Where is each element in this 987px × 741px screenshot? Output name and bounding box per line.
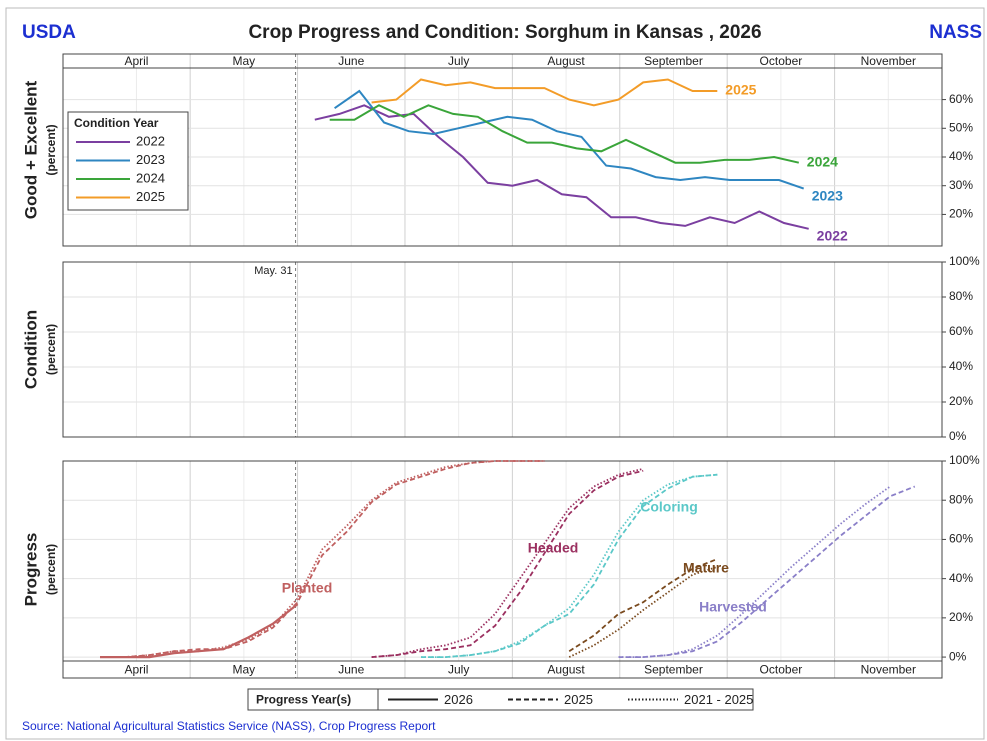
y-tick-label: 60% <box>949 324 973 338</box>
month-label: November <box>861 663 916 677</box>
y-tick-label: 50% <box>949 120 973 134</box>
month-label: May <box>233 663 256 677</box>
month-label: April <box>124 663 148 677</box>
series-end-label: 2022 <box>817 227 848 243</box>
progress-line <box>371 469 644 658</box>
crop-label: Coloring <box>640 499 698 515</box>
legend-label: 2023 <box>136 152 165 167</box>
progress-line <box>568 566 718 658</box>
source: Source: National Agricultural Statistics… <box>22 719 436 733</box>
y-tick-label: 0% <box>949 429 967 443</box>
month-label: July <box>448 663 469 677</box>
month-label: November <box>861 54 916 68</box>
condition-line <box>334 89 805 190</box>
y-tick-label: 20% <box>949 610 973 624</box>
y-axis-label: Progress <box>21 533 40 607</box>
series-end-label: 2023 <box>812 187 843 203</box>
progress-line <box>421 473 718 658</box>
series-end-label: 2024 <box>807 153 838 169</box>
condition-line <box>314 104 809 230</box>
y-tick-label: 40% <box>949 149 973 163</box>
y-tick-label: 40% <box>949 359 973 373</box>
legend-title: Progress Year(s) <box>256 693 351 707</box>
panel-border <box>62 261 943 438</box>
month-label: October <box>760 54 803 68</box>
y-axis-sublabel: (percent) <box>44 324 58 375</box>
y-tick-label: 80% <box>949 492 973 506</box>
month-label: August <box>547 663 585 677</box>
month-label: October <box>760 663 803 677</box>
y-tick-label: 20% <box>949 394 973 408</box>
month-label: June <box>338 663 364 677</box>
y-tick-label: 40% <box>949 571 973 585</box>
y-tick-label: 100% <box>949 254 980 268</box>
y-tick-label: 60% <box>949 92 973 106</box>
crop-label: Mature <box>683 560 729 576</box>
month-label: May <box>233 54 256 68</box>
legend-label: 2022 <box>136 133 165 148</box>
condition-line <box>371 78 718 107</box>
agency-right: NASS <box>929 22 982 43</box>
progress-line <box>100 460 545 658</box>
y-axis-sublabel: (percent) <box>44 544 58 595</box>
progress-line <box>568 558 718 652</box>
agency-left: USDA <box>22 22 76 43</box>
legend-label: 2021 - 2025 <box>684 692 753 707</box>
panel-border <box>62 460 943 679</box>
y-axis-label: Good + Excellent <box>21 80 40 219</box>
date-marker-label: May. 31 <box>254 265 292 277</box>
progress-line <box>371 467 644 658</box>
crop-label: Harvested <box>699 599 767 615</box>
legend-label: 2026 <box>444 692 473 707</box>
legend-label: 2024 <box>136 170 165 185</box>
y-tick-label: 0% <box>949 649 967 663</box>
crop-label: Headed <box>528 540 579 556</box>
y-tick-label: 30% <box>949 178 973 192</box>
legend-box <box>247 688 754 711</box>
y-axis-label: Condition <box>21 310 40 389</box>
legend-title: Condition Year <box>74 116 159 130</box>
legend-label: 2025 <box>564 692 593 707</box>
month-label: September <box>644 54 703 68</box>
y-tick-label: 20% <box>949 207 973 221</box>
y-tick-label: 100% <box>949 453 980 467</box>
y-axis-sublabel: (percent) <box>44 124 58 175</box>
legend-label: 2025 <box>136 189 165 204</box>
y-tick-label: 80% <box>949 289 973 303</box>
panel-border <box>62 53 943 247</box>
panel <box>63 54 942 246</box>
panel <box>63 262 942 437</box>
panel <box>63 461 942 678</box>
condition-line <box>329 104 800 164</box>
month-label: July <box>448 54 469 68</box>
month-label: April <box>124 54 148 68</box>
y-tick-label: 60% <box>949 532 973 546</box>
month-label: September <box>644 663 703 677</box>
crop-label: Planted <box>282 580 333 596</box>
series-end-label: 2025 <box>725 82 756 98</box>
month-label: June <box>338 54 364 68</box>
chart-title: Crop Progress and Condition: Sorghum in … <box>248 22 761 43</box>
month-label: August <box>547 54 585 68</box>
